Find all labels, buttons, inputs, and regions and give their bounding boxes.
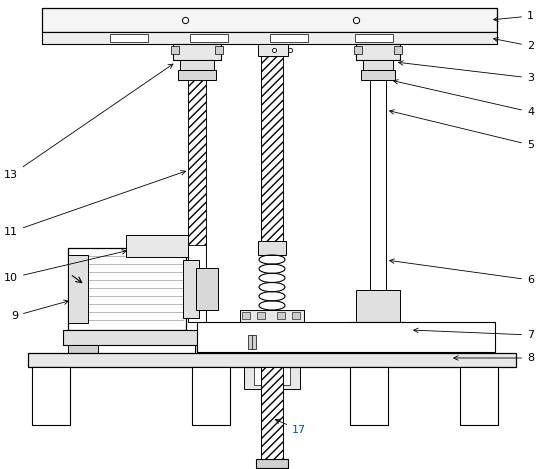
Bar (350, 322, 406, 334)
Text: 4: 4 (394, 80, 534, 117)
Bar (361, 70, 395, 80)
Bar (192, 367, 230, 425)
Bar (183, 260, 199, 318)
Bar (363, 60, 393, 70)
Bar (248, 335, 256, 349)
Text: 1: 1 (494, 11, 534, 22)
Bar (42, 32, 497, 44)
Bar (257, 312, 265, 319)
Bar (178, 70, 216, 80)
Bar (350, 367, 388, 425)
Text: 11: 11 (4, 171, 186, 237)
Bar (110, 34, 148, 42)
Text: 10: 10 (4, 250, 126, 283)
Bar (356, 290, 400, 322)
Bar (394, 46, 402, 54)
Text: 2: 2 (493, 38, 534, 51)
Bar (68, 345, 98, 353)
Bar (42, 8, 497, 32)
Bar (267, 340, 277, 344)
Bar (460, 367, 498, 425)
Bar (240, 310, 304, 322)
Bar (261, 56, 283, 241)
Bar (370, 80, 386, 300)
Bar (242, 322, 302, 344)
Bar (32, 367, 70, 425)
Bar (171, 46, 179, 54)
Bar (196, 268, 218, 310)
Bar (242, 312, 250, 319)
Text: 13: 13 (4, 64, 173, 180)
Bar (195, 345, 225, 353)
Text: 6: 6 (390, 259, 534, 285)
Bar (215, 46, 223, 54)
Text: 8: 8 (454, 353, 534, 363)
Bar (356, 44, 400, 60)
Bar (197, 322, 495, 352)
Bar (68, 255, 88, 323)
Text: 7: 7 (413, 328, 534, 340)
Bar (254, 350, 290, 385)
Bar (258, 241, 286, 255)
Text: 9: 9 (11, 300, 69, 321)
Bar (63, 330, 238, 345)
Text: 5: 5 (390, 110, 534, 150)
Bar (28, 353, 516, 367)
Bar (270, 34, 308, 42)
Bar (173, 44, 221, 60)
Bar (256, 459, 288, 468)
Bar (355, 34, 393, 42)
Bar (190, 34, 228, 42)
Bar (292, 312, 300, 319)
Bar (258, 44, 288, 56)
Bar (188, 80, 206, 245)
Bar (180, 60, 214, 70)
Bar (354, 46, 362, 54)
Bar (68, 248, 186, 330)
Text: 3: 3 (399, 61, 534, 83)
Bar (261, 367, 283, 459)
Bar (244, 344, 300, 389)
Bar (126, 235, 188, 257)
Bar (277, 312, 285, 319)
Bar (188, 80, 206, 322)
Text: 17: 17 (275, 419, 306, 435)
